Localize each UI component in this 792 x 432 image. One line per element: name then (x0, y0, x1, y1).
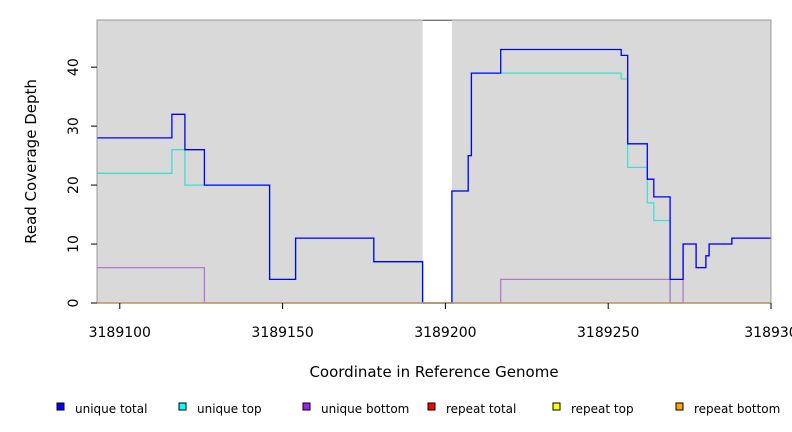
x-tick-label: 3189250 (577, 325, 639, 341)
x-tick-label: 3189100 (89, 325, 151, 341)
legend-swatch-unique-total (56, 402, 65, 411)
plot-border (96, 19, 772, 304)
legend-swatch-unique-top (178, 402, 187, 411)
series-unique-total-line (97, 48, 771, 304)
legend-label-repeat-bottom: repeat bottom (694, 402, 780, 416)
y-axis: 0 10 20 30 40 (66, 58, 97, 307)
legend-swatch-unique-bottom (302, 402, 311, 411)
x-tick-label: 3189150 (251, 325, 313, 341)
legend-swatch-repeat-total (427, 402, 436, 411)
y-tick-label: 20 (66, 176, 82, 194)
legend-swatch-repeat-top (552, 402, 561, 411)
y-tick-label: 40 (66, 58, 82, 76)
y-tick-label: 10 (66, 235, 82, 253)
x-tick-label: 3189200 (414, 325, 476, 341)
gap-region (422, 20, 452, 303)
legend: unique total unique top unique bottom repea… (56, 402, 780, 416)
x-axis-title: Coordinate in Reference Genome (309, 363, 558, 381)
legend-label-repeat-total: repeat total (446, 402, 516, 416)
y-axis-title: Read Coverage Depth (22, 79, 40, 244)
legend-label-unique-total: unique total (75, 402, 147, 416)
legend-label-unique-bottom: unique bottom (321, 402, 409, 416)
legend-label-repeat-top: repeat top (571, 402, 634, 416)
legend-swatch-repeat-bottom (675, 402, 684, 411)
y-tick-label: 30 (66, 117, 82, 135)
legend-label-unique-top: unique top (197, 402, 262, 416)
y-tick-label: 0 (66, 299, 82, 308)
